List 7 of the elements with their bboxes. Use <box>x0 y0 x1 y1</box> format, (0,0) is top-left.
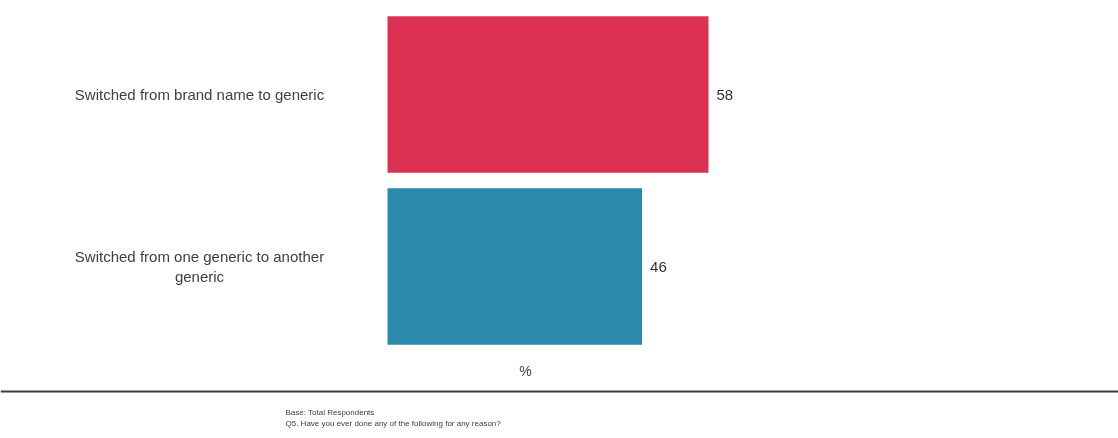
data-label: 46 <box>650 257 667 275</box>
text: Base: Total Respondents <box>285 408 375 417</box>
text: Q5. Have you ever done any of the following for any reason? <box>285 419 502 428</box>
x-axis-title: % <box>519 362 532 379</box>
y-tick-label: Switched from brand name to generic <box>74 86 325 103</box>
y-tick-label: Switched from one generic to another generic <box>74 248 325 285</box>
data-label: 58 <box>716 85 734 103</box>
